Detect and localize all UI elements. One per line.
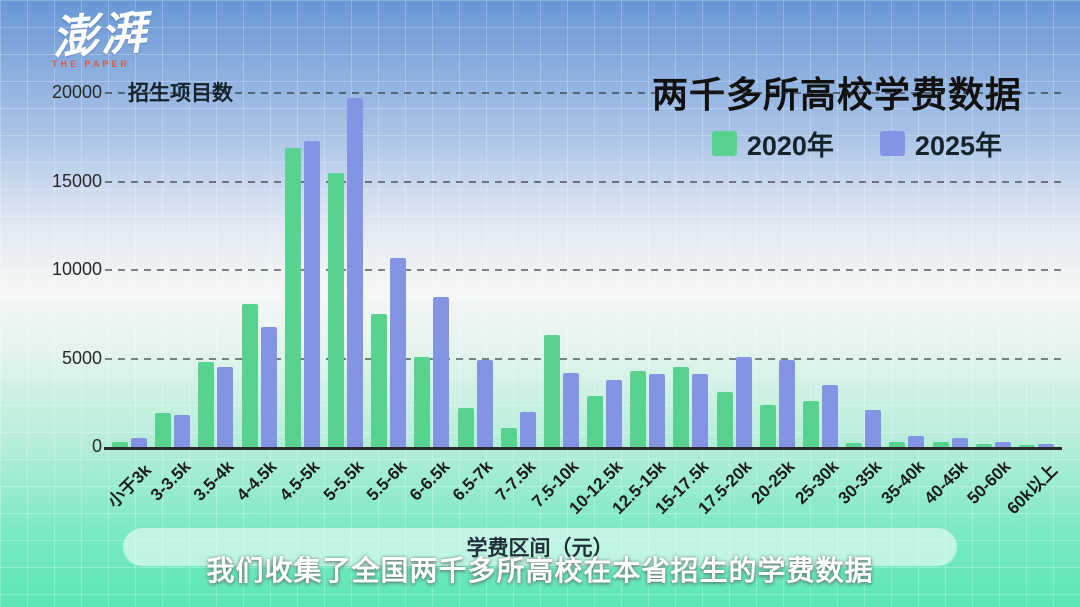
legend-swatch-2020 [711,131,737,156]
bar-2025年-5-5.5k [347,98,363,447]
bar-2025年-40-45k [951,438,968,447]
bar-2020年-15-17.5k [673,367,690,447]
x-tick-label-5-5.5k: 5-5.5k [319,457,367,505]
bar-2020年-5.5-6k [371,314,388,447]
x-tick-label-20-25k: 20-25k [747,457,799,508]
x-tick-label-6-6.5k: 6-6.5k [405,457,454,505]
bar-2020年-17.5-20k [716,392,733,447]
thepaper-logo: 澎湃 THE PAPER [50,6,149,69]
gridline-10000 [105,269,1061,271]
legend-label-2025: 2025年 [914,131,1002,161]
bar-2025年-4-4.5k [260,326,277,447]
bar-2025年-15-17.5k [692,374,709,447]
bar-2025年-20-25k [778,360,795,447]
legend-item-2025: 2025年 [879,124,1002,163]
x-axis-title-pill: 学费区间（元） [123,528,957,566]
bar-2025年-60k以上 [1037,444,1054,447]
bar-2020年-3.5-4k [198,362,215,447]
legend-swatch-2025 [879,131,905,156]
bar-2025年-17.5-20k [735,356,752,447]
y-tick-label-20000: 20000 [51,82,102,102]
x-tick-label-30-35k: 30-35k [834,457,886,508]
legend-label-2020: 2020年 [746,131,834,161]
chart-title: 两千多所高校学费数据 [651,74,1022,115]
x-tick-label-小于3k: 小于3k [103,460,155,512]
bar-2025年-25-30k [822,385,838,447]
x-tick-label-40-45k: 40-45k [920,457,972,508]
bar-2020年-35-40k [889,441,906,447]
x-tick-label-4.5-5k: 4.5-5k [276,457,324,505]
x-tick-label-3-3.5k: 3-3.5k [146,457,195,505]
x-tick-label-5.5-6k: 5.5-6k [362,457,411,505]
bar-2025年-50-60k [994,441,1011,447]
bar-2020年-3-3.5k [155,413,172,447]
bar-2020年-4-4.5k [241,303,258,447]
bar-2020年-25-30k [803,400,819,447]
y-tick-label-0: 0 [91,436,102,456]
bar-2020年-小于3k [112,441,129,447]
bar-2020年-4.5-5k [284,147,301,447]
x-tick-label-3.5-4k: 3.5-4k [189,457,238,505]
bar-2025年-小于3k [131,438,148,447]
bar-2025年-12.5-15k [649,374,666,447]
bar-2020年-40-45k [932,441,949,447]
bar-2025年-3.5-4k [217,367,234,447]
bar-2020年-6-6.5k [414,356,431,447]
bar-2020年-7.5-10k [543,335,560,447]
thepaper-logo-subtext: THE PAPER [52,59,130,69]
bar-2020年-5-5.5k [328,172,344,447]
x-tick-label-6.5-7k: 6.5-7k [448,457,497,505]
bar-2020年-6.5-7k [457,408,474,447]
bar-2025年-30-35k [865,409,882,447]
bar-2020年-60k以上 [1018,445,1035,447]
y-tick-label-5000: 5000 [61,347,102,368]
x-tick-label-25-30k: 25-30k [791,457,842,508]
bar-2025年-7.5-10k [562,372,579,447]
gridline-15000 [105,180,1061,183]
bar-2020年-30-35k [846,442,863,447]
bar-2025年-35-40k [908,436,925,447]
video-caption: 我们收集了全国两千多所高校在本省招生的学费数据 [206,555,874,586]
x-axis-title: 学费区间（元） [466,537,614,560]
x-tick-label-35-40k: 35-40k [877,457,929,508]
bar-2025年-3-3.5k [174,415,191,447]
y-tick-label-15000: 15000 [51,170,102,191]
bar-2025年-10-12.5k [606,379,623,447]
bar-2020年-7-7.5k [500,427,517,447]
bar-2020年-12.5-15k [630,370,647,447]
legend: 2020年 2025年 [711,124,1002,163]
x-tick-label-4-4.5k: 4-4.5k [233,457,281,505]
bar-2025年-7-7.5k [519,411,536,447]
y-tick-label-10000: 10000 [51,259,102,279]
bar-2025年-5.5-6k [390,257,407,447]
gridline-20000 [105,92,1061,94]
legend-item-2020: 2020年 [711,124,834,163]
bar-2020年-20-25k [759,404,776,447]
bar-2025年-4.5-5k [303,140,320,447]
bar-2020年-50-60k [975,444,992,447]
gridline-5000 [105,357,1061,360]
x-axis-baseline [104,447,1062,450]
bar-2025年-6-6.5k [433,296,450,447]
bar-2020年-10-12.5k [587,395,604,447]
bar-2025年-6.5-7k [476,360,493,447]
